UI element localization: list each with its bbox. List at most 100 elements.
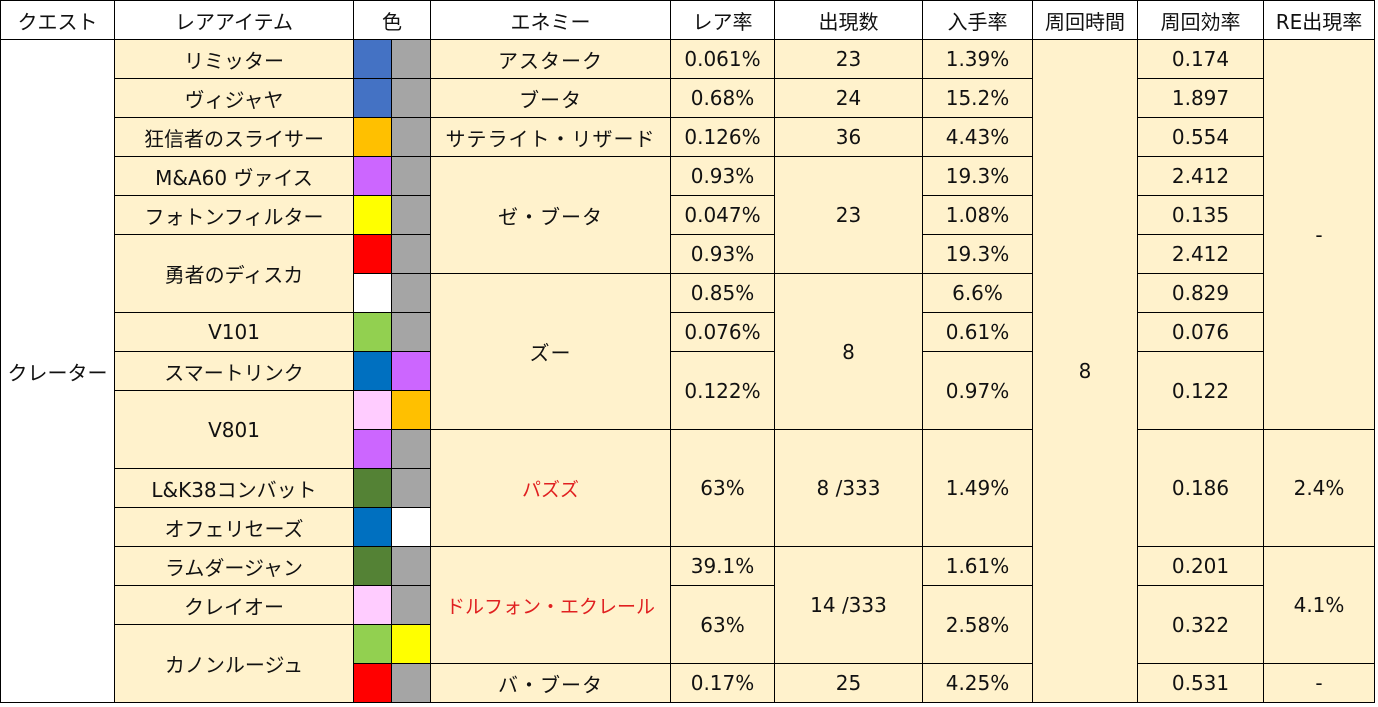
count: 25 <box>774 663 923 703</box>
get-rate: 19.3% <box>922 156 1033 196</box>
rare-rate: 0.126% <box>670 117 775 157</box>
item-name: フォトンフィルター <box>114 195 354 235</box>
header-get-rate: 入手率 <box>922 0 1033 40</box>
header-count: 出現数 <box>774 0 923 40</box>
enemy-name: パズズ <box>430 429 671 547</box>
quest-name: クレーター <box>0 39 115 703</box>
re-rate: - <box>1263 39 1375 430</box>
item-name: 狂信者のスライサー <box>114 117 354 157</box>
color-swatch <box>391 507 431 547</box>
color-swatch <box>391 78 431 118</box>
header-re-rate: RE出現率 <box>1263 0 1375 40</box>
get-rate: 4.43% <box>922 117 1033 157</box>
efficiency: 0.531 <box>1137 663 1264 703</box>
color-swatch <box>353 39 392 79</box>
rare-rate: 0.93% <box>670 234 775 274</box>
color-swatch <box>353 546 392 586</box>
table-row: ラムダージャン ドルフォン・エクレール 39.1% 14 /333 1.61% … <box>1 546 1375 664</box>
rare-rate: 63% <box>670 429 775 547</box>
color-swatch <box>353 390 392 430</box>
count: 24 <box>774 78 923 118</box>
enemy-name: バ・ブータ <box>430 663 671 703</box>
color-swatch <box>353 351 392 391</box>
header-efficiency: 周回効率 <box>1137 0 1264 40</box>
table-row: バ・ブータ 0.17% 25 4.25% 0.531 - <box>1 663 1375 703</box>
item-name: V801 <box>114 390 354 469</box>
item-name: V101 <box>114 312 354 352</box>
item-name: クレイオー <box>114 585 354 625</box>
item-name: カノンルージュ <box>114 624 354 703</box>
get-rate: 0.97% <box>922 351 1033 430</box>
color-swatch <box>391 351 431 391</box>
item-name: スマートリンク <box>114 351 354 391</box>
header-rare-rate: レア率 <box>670 0 775 40</box>
get-rate: 1.08% <box>922 195 1033 235</box>
rare-rate: 39.1% <box>670 546 775 586</box>
enemy-name: アスターク <box>430 39 671 79</box>
efficiency: 2.412 <box>1137 156 1264 196</box>
header-row: クエスト レアアイテム 色 エネミー レア率 出現数 入手率 周回時間 周回効率… <box>0 0 1375 40</box>
header-color: 色 <box>353 0 431 40</box>
header-quest: クエスト <box>0 0 115 40</box>
color-swatch <box>391 546 431 586</box>
color-swatch <box>391 390 431 430</box>
efficiency: 0.322 <box>1137 585 1264 664</box>
count: 8 /333 <box>774 429 923 547</box>
efficiency: 0.829 <box>1137 273 1264 313</box>
item-name: L&K38コンバット <box>114 468 354 508</box>
color-swatch <box>391 312 431 352</box>
table-row: オフェリセーズ <box>1 507 1375 547</box>
header-loop-time: 周回時間 <box>1032 0 1138 40</box>
color-swatch <box>353 273 392 313</box>
table-row: 勇者のディスカ 0.93% 19.3% 2.412 <box>1 234 1375 313</box>
table-row: M&A60 ヴァイス ゼ・ブータ 0.93% 23 19.3% 2.412 <box>1 156 1375 274</box>
efficiency: 0.554 <box>1137 117 1264 157</box>
enemy-name: ブータ <box>430 78 671 118</box>
table-row: クレイオー 63% 2.58% 0.322 <box>1 585 1375 664</box>
rare-rate: 0.85% <box>670 273 775 313</box>
rare-rate: 0.68% <box>670 78 775 118</box>
efficiency: 0.201 <box>1137 546 1264 586</box>
get-rate: 4.25% <box>922 663 1033 703</box>
get-rate: 15.2% <box>922 78 1033 118</box>
table-row: スマートリンク 0.122% 0.97% 0.122 <box>1 351 1375 430</box>
count: 8 <box>774 273 923 430</box>
get-rate: 1.49% <box>922 429 1033 547</box>
color-swatch <box>391 429 431 469</box>
header-rare-item: レアアイテム <box>114 0 354 40</box>
color-swatch <box>391 468 431 508</box>
item-name: ラムダージャン <box>114 546 354 586</box>
color-swatch <box>353 429 392 469</box>
enemy-name: サテライト・リザード <box>430 117 671 157</box>
rare-rate: 0.17% <box>670 663 775 703</box>
color-swatch <box>353 468 392 508</box>
color-swatch <box>391 234 431 274</box>
color-swatch <box>353 195 392 235</box>
efficiency: 1.897 <box>1137 78 1264 118</box>
rare-rate: 0.061% <box>670 39 775 79</box>
get-rate: 0.61% <box>922 312 1033 352</box>
table-row: 狂信者のスライサー サテライト・リザード 0.126% 36 4.43% 0.5… <box>1 117 1375 157</box>
item-name: M&A60 ヴァイス <box>114 156 354 196</box>
efficiency: 0.135 <box>1137 195 1264 235</box>
get-rate: 1.61% <box>922 546 1033 586</box>
color-swatch <box>391 585 431 625</box>
enemy-name: ドルフォン・エクレール <box>430 546 671 664</box>
color-swatch <box>391 663 431 703</box>
loop-time: 8 <box>1032 39 1138 703</box>
table-row: V101 0.076% 0.61% 0.076 <box>1 312 1375 352</box>
efficiency: 0.122 <box>1137 351 1264 430</box>
get-rate: 6.6% <box>922 273 1033 313</box>
color-swatch <box>391 156 431 196</box>
header-enemy: エネミー <box>430 0 671 40</box>
count: 23 <box>774 39 923 79</box>
color-swatch <box>353 234 392 274</box>
color-swatch <box>391 117 431 157</box>
color-swatch <box>353 117 392 157</box>
color-swatch <box>353 78 392 118</box>
color-swatch <box>391 39 431 79</box>
item-name: ヴィジャヤ <box>114 78 354 118</box>
table-row: フォトンフィルター 0.047% 1.08% 0.135 <box>1 195 1375 235</box>
efficiency: 2.412 <box>1137 234 1264 274</box>
